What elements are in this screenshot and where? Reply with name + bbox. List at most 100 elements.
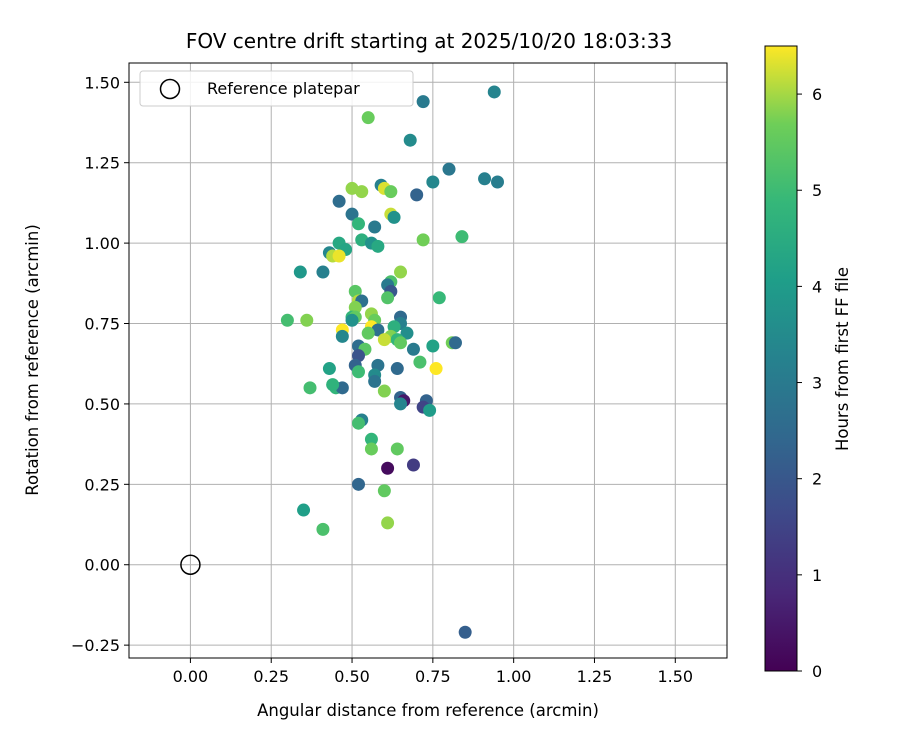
colorbar-gradient <box>764 45 798 672</box>
data-point <box>381 516 395 530</box>
data-point <box>410 188 424 202</box>
data-point <box>455 230 469 244</box>
data-point <box>458 625 472 639</box>
x-tick-label: 1.50 <box>657 667 693 686</box>
data-point <box>368 220 382 234</box>
x-tick-label: 0.25 <box>253 667 289 686</box>
data-point <box>345 207 359 221</box>
x-tick-label: 0.50 <box>334 667 370 686</box>
legend-box <box>139 70 414 107</box>
legend-marker-reference <box>159 78 181 100</box>
data-point <box>335 329 349 343</box>
y-tick-label: 0.50 <box>84 395 120 414</box>
data-point <box>384 185 398 199</box>
data-point <box>426 175 440 189</box>
data-points <box>280 85 504 639</box>
data-point <box>326 378 340 392</box>
colorbar-tick-label: 6 <box>812 85 822 104</box>
colorbar-tick-label: 4 <box>812 277 822 296</box>
data-point <box>377 333 391 347</box>
data-point <box>316 522 330 536</box>
data-point <box>352 217 366 231</box>
data-point <box>345 313 359 327</box>
data-point <box>316 265 330 279</box>
y-tick-label: 1.00 <box>84 234 120 253</box>
y-tick-label: 0.25 <box>84 475 120 494</box>
x-tick-label: 0.00 <box>173 667 209 686</box>
legend-label-reference: Reference platepar <box>207 79 360 98</box>
data-point <box>403 133 417 147</box>
plot-frame <box>128 62 728 659</box>
data-point <box>381 461 395 475</box>
y-tick-label: 0.00 <box>84 556 120 575</box>
data-point <box>426 339 440 353</box>
colorbar-tick-label: 1 <box>812 566 822 585</box>
colorbar-tick-label: 0 <box>812 662 822 681</box>
x-tick-label: 0.75 <box>415 667 451 686</box>
data-point <box>416 95 430 109</box>
chart-title: FOV centre drift starting at 2025/10/20 … <box>186 29 672 53</box>
colorbar-tick-label: 5 <box>812 181 822 200</box>
data-point <box>432 291 446 305</box>
x-axis-label: Angular distance from reference (arcmin) <box>257 701 599 720</box>
y-tick-label: 0.75 <box>84 315 120 334</box>
colorbar-label: Hours from first FF file <box>833 267 852 451</box>
data-point <box>394 397 408 411</box>
y-tick-label: −0.25 <box>71 636 120 655</box>
data-point <box>377 384 391 398</box>
colorbar-ticks: 0 1 2 3 4 5 6 <box>797 85 822 681</box>
data-point <box>364 442 378 456</box>
data-point <box>361 326 375 340</box>
data-point <box>332 249 346 263</box>
data-point <box>390 362 404 376</box>
legend: Reference platepar <box>139 70 414 107</box>
data-point <box>478 172 492 186</box>
x-axis-ticks: 0.00 0.25 0.50 0.75 1.00 1.25 1.50 <box>173 658 693 686</box>
colorbar: 0 1 2 3 4 5 6 Hours from first FF file <box>764 45 852 681</box>
data-point <box>490 175 504 189</box>
data-point <box>377 484 391 498</box>
data-point <box>381 291 395 305</box>
data-point <box>448 336 462 350</box>
x-tick-label: 1.25 <box>577 667 613 686</box>
data-point <box>429 362 443 376</box>
y-tick-label: 1.25 <box>84 154 120 173</box>
data-point <box>355 185 369 199</box>
data-point <box>361 111 375 125</box>
plot-area <box>128 62 728 659</box>
data-point <box>442 162 456 176</box>
data-point <box>416 233 430 247</box>
data-point <box>352 416 366 430</box>
data-point <box>368 374 382 388</box>
data-point <box>371 239 385 253</box>
data-point <box>406 458 420 472</box>
y-axis-ticks: −0.25 0.00 0.25 0.50 0.75 1.00 1.25 1.50 <box>71 73 129 655</box>
data-point <box>387 210 401 224</box>
data-point <box>332 194 346 208</box>
colorbar-tick-label: 2 <box>812 470 822 489</box>
data-point <box>300 313 314 327</box>
data-point <box>352 477 366 491</box>
data-point <box>303 381 317 395</box>
y-tick-label: 1.50 <box>84 73 120 92</box>
data-point <box>280 313 294 327</box>
data-point <box>423 403 437 417</box>
reference-platepar-marker <box>180 554 201 575</box>
colorbar-tick-label: 3 <box>812 374 822 393</box>
data-point <box>487 85 501 99</box>
data-point <box>293 265 307 279</box>
x-tick-label: 1.00 <box>496 667 532 686</box>
data-point <box>297 503 311 517</box>
data-point <box>364 432 378 446</box>
data-point <box>394 336 408 350</box>
y-axis-label: Rotation from reference (arcmin) <box>23 224 42 496</box>
data-point <box>352 365 366 379</box>
data-point <box>400 326 414 340</box>
data-point <box>322 362 336 376</box>
data-point <box>390 442 404 456</box>
data-point <box>413 355 427 369</box>
data-point <box>406 342 420 356</box>
data-point <box>394 265 408 279</box>
